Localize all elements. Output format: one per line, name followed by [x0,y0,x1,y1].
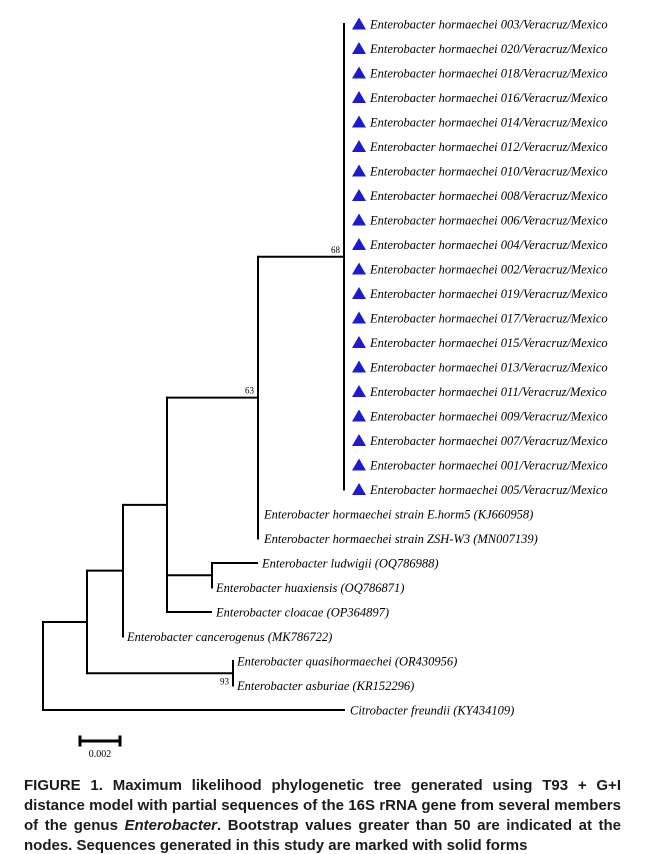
taxon-label: Enterobacter hormaechei 009/Veracruz/Mex… [369,409,608,423]
taxon-label: Enterobacter hormaechei 013/Veracruz/Mex… [369,360,608,374]
solid-triangle-marker [352,213,366,226]
caption-text-1: Maximum likelihood phylogenetic tree gen… [24,777,621,834]
solid-triangle-marker [352,164,366,177]
bootstrap-value: 93 [220,676,230,686]
taxon-label: Enterobacter hormaechei 011/Veracruz/Mex… [369,385,607,399]
taxon-label: Enterobacter hormaechei 002/Veracruz/Mex… [369,262,608,276]
caption-text-2: . Bootstrap values greater than 50 are i… [24,817,621,854]
taxon-label: Enterobacter hormaechei 008/Veracruz/Mex… [369,189,608,203]
solid-triangle-marker [352,238,366,250]
taxon-label: Enterobacter hormaechei 004/Veracruz/Mex… [369,238,608,252]
taxon-label: Enterobacter hormaechei 018/Veracruz/Mex… [369,66,608,80]
taxon-label: Enterobacter hormaechei 014/Veracruz/Mex… [369,115,608,129]
taxon-label: Enterobacter hormaechei 003/Veracruz/Mex… [369,17,608,31]
scale-bar-label: 0.002 [89,749,112,760]
solid-triangle-marker [352,140,366,152]
taxon-label: Enterobacter hormaechei 017/Veracruz/Mex… [369,311,608,325]
caption-figure-label: FIGURE 1. [24,777,103,794]
solid-triangle-marker [352,360,366,373]
figure-caption: FIGURE 1. Maximum likelihood phylogeneti… [0,772,645,854]
taxon-label: Enterobacter hormaechei 010/Veracruz/Mex… [369,164,608,178]
taxon-label: Enterobacter hormaechei 001/Veracruz/Mex… [369,458,608,472]
taxon-label: Enterobacter hormaechei strain ZSH-W3 (M… [263,532,538,546]
taxon-label: Enterobacter hormaechei 019/Veracruz/Mex… [369,287,608,301]
solid-triangle-marker [352,66,366,79]
solid-triangle-marker [352,409,366,422]
solid-triangle-marker [352,434,366,446]
phylogenetic-tree-svg: Enterobacter hormaechei 003/Veracruz/Mex… [42,17,608,760]
solid-triangle-marker [352,287,366,299]
solid-triangle-marker [352,115,366,128]
taxon-label: Enterobacter hormaechei 005/Veracruz/Mex… [369,483,608,497]
taxon-label: Enterobacter asburiae (KR152296) [236,679,414,693]
taxon-label: Enterobacter hormaechei 007/Veracruz/Mex… [369,434,608,448]
taxon-label: Enterobacter hormaechei 012/Veracruz/Mex… [369,140,608,154]
solid-triangle-marker [352,262,366,275]
solid-triangle-marker [352,189,366,201]
taxon-label: Enterobacter cloacae (OP364897) [215,605,389,619]
taxon-label: Enterobacter ludwigii (OQ786988) [261,556,439,570]
solid-triangle-marker [352,483,366,495]
caption-genus-italic: Enterobacter [124,817,217,834]
solid-triangle-marker [352,17,366,30]
taxon-label: Enterobacter huaxiensis (OQ786871) [215,581,404,595]
solid-triangle-marker [352,311,366,324]
taxon-label: Citrobacter freundii (KY434109) [350,703,514,717]
taxon-label: Enterobacter hormaechei 016/Veracruz/Mex… [369,91,608,105]
taxon-label: Enterobacter hormaechei strain E.horm5 (… [263,507,533,521]
solid-triangle-marker [352,91,366,103]
solid-triangle-marker [352,336,366,348]
solid-triangle-marker [352,42,366,54]
solid-triangle-marker [352,458,366,471]
bootstrap-value: 68 [331,245,341,255]
phylogenetic-tree: Enterobacter hormaechei 003/Veracruz/Mex… [42,17,608,760]
solid-triangle-marker [352,385,366,397]
taxon-label: Enterobacter cancerogenus (MK786722) [126,630,332,644]
bootstrap-value: 63 [245,386,255,396]
taxon-label: Enterobacter hormaechei 015/Veracruz/Mex… [369,336,608,350]
taxon-label: Enterobacter hormaechei 020/Veracruz/Mex… [369,42,608,56]
taxon-label: Enterobacter hormaechei 006/Veracruz/Mex… [369,213,608,227]
taxon-label: Enterobacter quasihormaechei (OR430956) [236,654,457,668]
